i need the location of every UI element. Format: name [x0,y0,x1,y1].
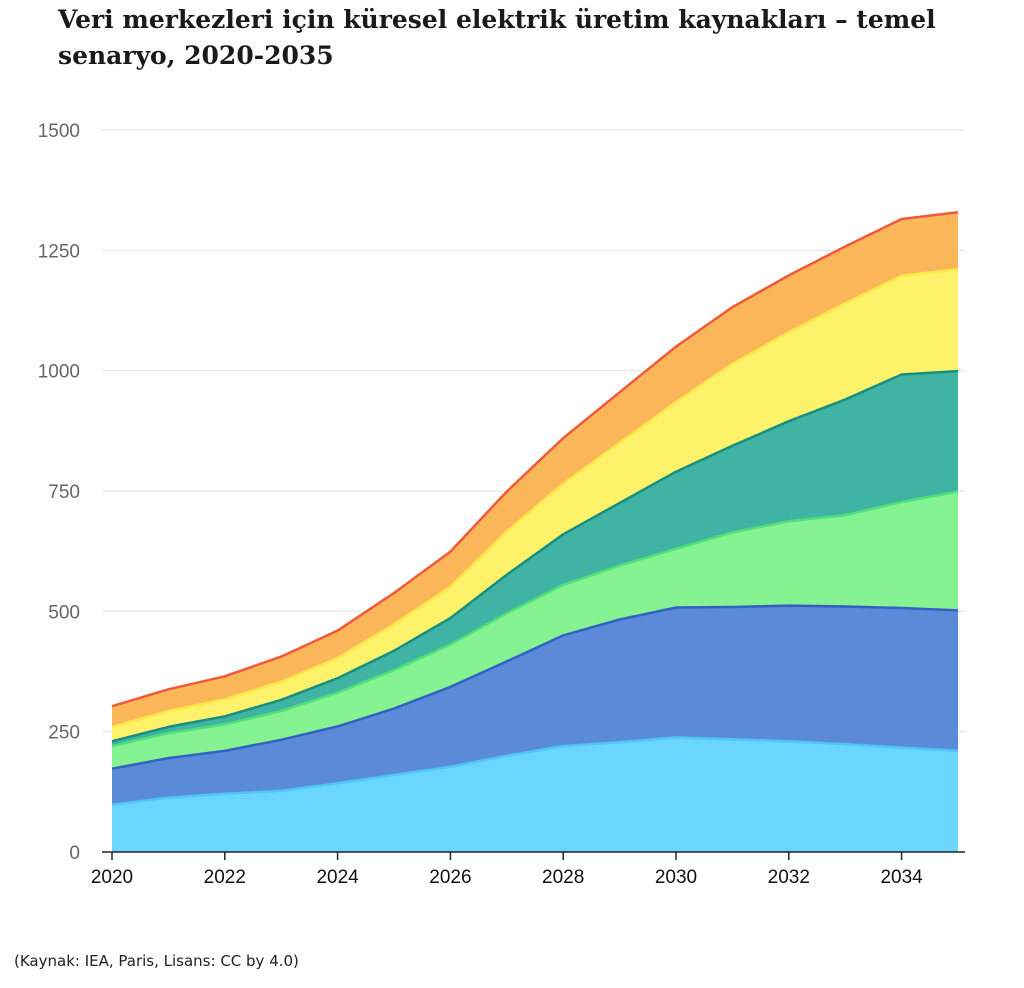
y-tick-label: 1250 [38,241,80,262]
chart-title: Veri merkezleri için küresel elektrik ür… [58,5,936,70]
area-series-1 [112,737,958,852]
x-tick-label: 2030 [655,867,697,888]
x-tick-labels: 2020 2022 2024 2026 2028 2030 2032 2034 [91,867,923,888]
stacked-areas [111,211,959,852]
y-tick-label: 500 [48,602,80,623]
area-series-3 [112,491,958,769]
area-series-2 [112,605,958,805]
series-line-2 [111,604,959,770]
y-tick-label: 750 [48,482,80,503]
y-tick-label: 1500 [38,121,80,142]
area-series-5 [112,269,958,742]
x-tick-label: 2024 [316,867,359,888]
series-line-1 [111,736,959,807]
area-series-6 [112,212,958,727]
y-tick-label: 0 [69,843,80,864]
x-tick-label: 2028 [542,867,584,888]
series-line-3 [111,490,959,748]
series-line-4 [111,369,959,743]
y-tick-labels: 0 250 500 750 1000 1250 1500 [38,121,80,864]
x-tick-label: 2020 [91,867,133,888]
area-series-4 [112,371,958,747]
series-line-6 [111,211,959,708]
x-tick-label: 2022 [204,867,246,888]
x-tick-label: 2032 [768,867,810,888]
y-tick-label: 1000 [38,362,80,383]
y-tick-label: 250 [48,723,80,744]
axes [102,851,965,860]
source-caption: (Kaynak: IEA, Paris, Lisans: CC by 4.0) [14,952,299,970]
x-tick-label: 2034 [880,867,923,888]
x-tick-label: 2026 [429,867,471,888]
series-line-5 [111,267,959,729]
